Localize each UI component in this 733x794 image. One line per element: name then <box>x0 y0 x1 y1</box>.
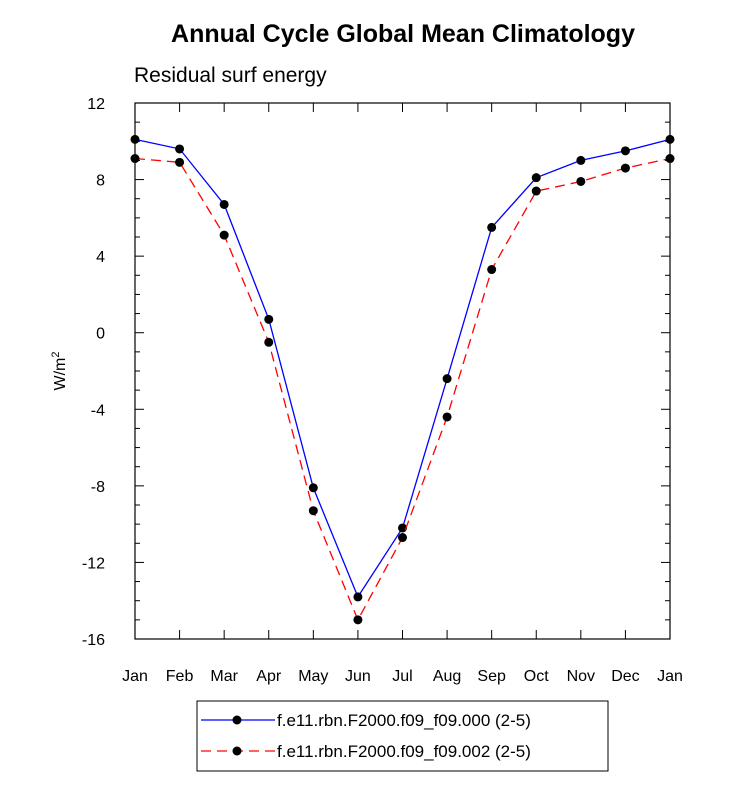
y-tick-label: -4 <box>91 402 105 419</box>
series-1-point <box>219 199 229 209</box>
x-tick-label: Jan <box>122 668 148 685</box>
plot-frame <box>134 102 671 640</box>
chart-subtitle: Residual surf energy <box>134 64 327 87</box>
legend-label-1: f.e11.rbn.F2000.f09_f09.000 (2-5) <box>277 711 531 730</box>
x-tick-label: Jul <box>392 668 412 685</box>
y-tick-label: -8 <box>91 479 105 496</box>
series-1-point <box>442 374 452 384</box>
x-tick-label: Apr <box>256 668 282 685</box>
y-tick-label: 12 <box>87 96 105 113</box>
y-tick-label: -16 <box>82 632 105 649</box>
series-2-point <box>219 230 229 240</box>
x-tick-label: Sep <box>477 668 506 685</box>
y-tick-label: 0 <box>96 326 105 343</box>
x-tick-label: May <box>298 668 328 685</box>
series-1-point <box>308 483 318 493</box>
series-2-point <box>576 176 586 186</box>
plot-series <box>130 134 675 625</box>
series-2-point <box>175 157 185 167</box>
series-1-point <box>576 155 586 165</box>
axes: -16 -12 -8 -4 0 4 8 12 Jan Feb Mar Apr May Jun Jul Aug S… <box>82 96 683 685</box>
series-1-point <box>620 146 630 156</box>
x-tick-label: Jan <box>657 668 683 685</box>
series-line-2 <box>134 157 671 622</box>
series-2-point <box>308 506 318 516</box>
legend-marker-1 <box>232 715 242 725</box>
series-1-point <box>130 134 140 144</box>
x-tick-label: Jun <box>345 668 371 685</box>
series-2-point <box>264 337 274 347</box>
series-1-point <box>353 592 363 602</box>
series-1-point <box>487 222 497 232</box>
x-tick-label: Nov <box>567 668 595 685</box>
legend-marker-2 <box>232 746 242 756</box>
series-2-point <box>531 186 541 196</box>
series-2-point <box>353 615 363 625</box>
x-tick-label: Mar <box>210 668 238 685</box>
x-tick-label: Feb <box>166 668 194 685</box>
series-1-point <box>175 144 185 154</box>
y-axis-label-text: W/m <box>52 358 69 391</box>
series-2-point <box>665 154 675 164</box>
y-tick-label: -12 <box>82 555 105 572</box>
series-1-point <box>665 134 675 144</box>
y-axis-label: W/m2 <box>50 352 69 391</box>
chart-title: Annual Cycle Global Mean Climatology <box>171 20 635 48</box>
series-1-point <box>531 173 541 183</box>
y-axis-label-superscript: 2 <box>50 352 62 358</box>
x-tick-label: Aug <box>433 668 461 685</box>
series-2-point <box>620 163 630 173</box>
x-tick-label: Dec <box>611 668 639 685</box>
y-tick-label: 8 <box>96 173 105 190</box>
legend-box <box>196 700 609 772</box>
series-2-point <box>442 412 452 422</box>
legend-label-2: f.e11.rbn.F2000.f09_f09.002 (2-5) <box>277 742 531 761</box>
series-2-point <box>487 265 497 275</box>
x-tick-label: Oct <box>524 668 549 685</box>
series-2-point <box>398 533 407 543</box>
series-1-point <box>398 523 407 533</box>
y-tick-label: 4 <box>96 249 105 266</box>
series-2-point <box>130 154 140 164</box>
series-1-point <box>264 314 274 324</box>
legend: f.e11.rbn.F2000.f09_f09.000 (2-5) f.e11.r… <box>196 700 609 772</box>
